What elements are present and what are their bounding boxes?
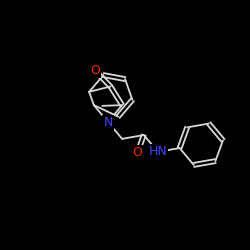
Text: HN: HN (148, 146, 167, 158)
Text: O: O (132, 146, 142, 159)
Text: N: N (103, 116, 113, 128)
Text: O: O (90, 64, 100, 77)
